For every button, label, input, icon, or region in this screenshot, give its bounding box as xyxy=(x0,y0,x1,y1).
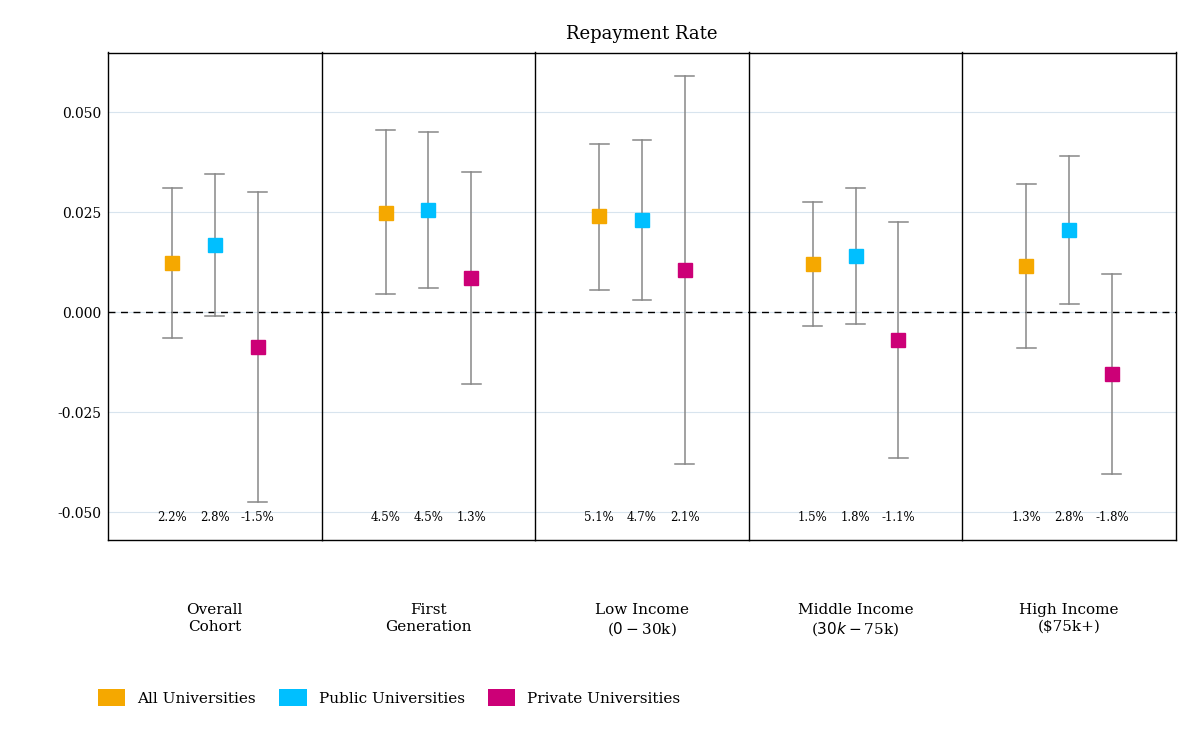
Text: 2.1%: 2.1% xyxy=(670,511,700,524)
Text: 5.1%: 5.1% xyxy=(584,511,614,524)
Text: 1.3%: 1.3% xyxy=(456,511,486,524)
Text: -1.1%: -1.1% xyxy=(882,511,916,524)
Text: 4.5%: 4.5% xyxy=(371,511,401,524)
Text: High Income
($75k+): High Income ($75k+) xyxy=(1020,603,1118,634)
Text: 2.8%: 2.8% xyxy=(200,511,229,524)
Text: 2.2%: 2.2% xyxy=(157,511,187,524)
Text: 1.3%: 1.3% xyxy=(1012,511,1042,524)
Text: 4.5%: 4.5% xyxy=(414,511,443,524)
Text: -1.5%: -1.5% xyxy=(241,511,275,524)
Text: Repayment Rate: Repayment Rate xyxy=(566,25,718,43)
Text: Low Income
($0-$30k): Low Income ($0-$30k) xyxy=(595,603,689,638)
Text: 4.7%: 4.7% xyxy=(628,511,656,524)
Text: -1.8%: -1.8% xyxy=(1096,511,1129,524)
Text: First
Generation: First Generation xyxy=(385,603,472,634)
Text: 1.8%: 1.8% xyxy=(841,511,870,524)
Text: 2.8%: 2.8% xyxy=(1055,511,1084,524)
Text: Overall
Cohort: Overall Cohort xyxy=(187,603,242,634)
Text: 1.5%: 1.5% xyxy=(798,511,828,524)
Legend: All Universities, Public Universities, Private Universities: All Universities, Public Universities, P… xyxy=(91,682,686,712)
Text: Middle Income
($30k-$75k): Middle Income ($30k-$75k) xyxy=(798,603,913,638)
